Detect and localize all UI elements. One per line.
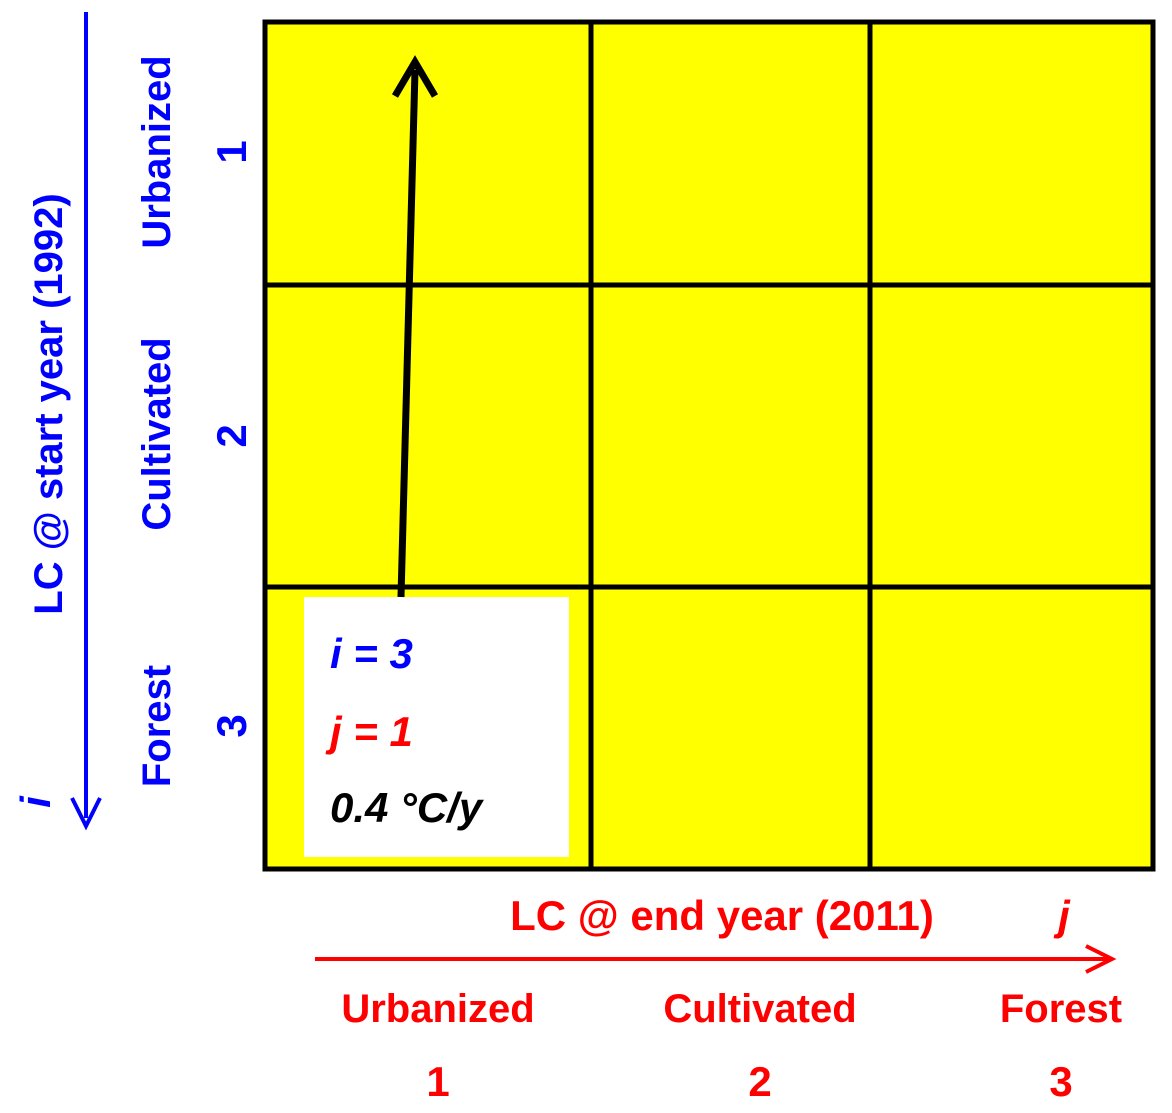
- column-label-cultivated: Cultivated: [663, 987, 856, 1031]
- row-index-3: 3: [208, 714, 255, 737]
- transition-arrow-shaft: [397, 69, 419, 598]
- row-label-forest: Forest: [135, 665, 179, 787]
- start-axis: LC @ start year (1992) i Urbanized 1 Cul…: [12, 12, 255, 831]
- annotation-background: [304, 597, 569, 857]
- column-index-2: 2: [748, 1058, 771, 1105]
- transition-arrow: [391, 55, 439, 598]
- annotation-i-value: i = 3: [330, 630, 413, 677]
- annotation-box: i = 3 j = 1 0.4 °C/y: [304, 597, 569, 857]
- row-label-urbanized: Urbanized: [135, 55, 179, 248]
- column-index-1: 1: [426, 1058, 449, 1105]
- row-index-2: 2: [208, 424, 255, 447]
- end-axis: LC @ end year (2011) j Urbanized 1 Culti…: [315, 892, 1122, 1105]
- matrix-border: [262, 19, 1156, 872]
- column-index-3: 3: [1049, 1058, 1072, 1105]
- annotation-rate-value: 0.4 °C/y: [330, 784, 485, 831]
- row-index-1: 1: [208, 140, 255, 163]
- start-axis-index-symbol: i: [12, 795, 59, 808]
- end-axis-arrowhead: [1085, 944, 1117, 974]
- column-label-urbanized: Urbanized: [341, 987, 534, 1031]
- start-axis-arrowhead: [70, 797, 102, 831]
- annotation-j-value: j = 1: [325, 708, 413, 755]
- end-axis-title: LC @ end year (2011): [510, 892, 934, 939]
- row-label-cultivated: Cultivated: [135, 337, 179, 530]
- transition-arrow-head: [391, 55, 439, 98]
- end-axis-index-symbol: j: [1053, 892, 1071, 939]
- start-axis-title: LC @ start year (1992): [27, 193, 71, 614]
- column-label-forest: Forest: [1000, 987, 1122, 1031]
